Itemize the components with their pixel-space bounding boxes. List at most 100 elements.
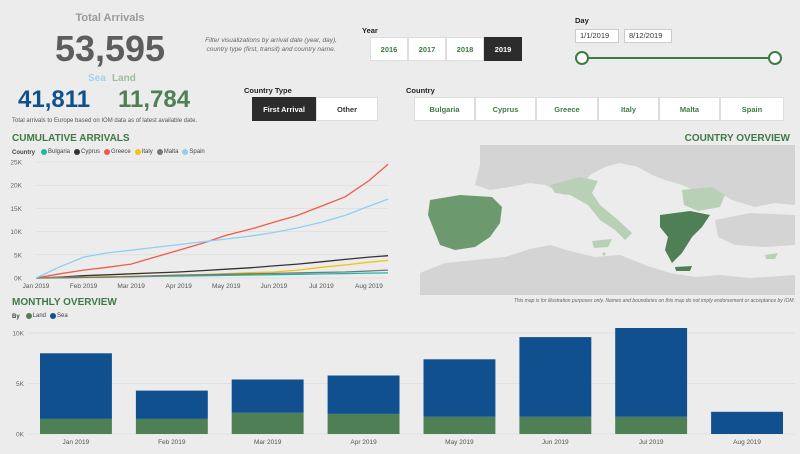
monthly-x-tick: Jan 2019	[63, 439, 90, 446]
cumulative-chart-title: CUMULATIVE ARRIVALS	[12, 133, 130, 144]
monthly-x-tick: Jun 2019	[542, 439, 569, 446]
monthly-x-tick: May 2019	[445, 439, 474, 446]
country-button-italy[interactable]: Italy	[598, 97, 659, 121]
total-arrivals-value: 53,595	[54, 28, 166, 69]
year-button-2019[interactable]: 2019	[484, 37, 522, 61]
monthly-x-tick: Mar 2019	[254, 439, 282, 446]
land-arrivals-value: 11,784	[118, 86, 191, 113]
map-country-bulgaria[interactable]	[682, 187, 725, 211]
country-button-cyprus[interactable]: Cyprus	[475, 97, 536, 121]
monthly-bar-sea[interactable]	[423, 359, 496, 417]
monthly-legend: By Land Sea	[12, 313, 72, 321]
cumulative-legend-italy[interactable]: Italy	[134, 149, 153, 155]
monthly-bar-land[interactable]	[231, 412, 304, 434]
country-button-malta[interactable]: Malta	[659, 97, 720, 121]
cumulative-legend-malta[interactable]: Malta	[156, 149, 179, 155]
cumulative-line-greece[interactable]	[35, 163, 389, 279]
monthly-y-tick: 0K	[16, 432, 25, 439]
day-label: Day	[575, 16, 589, 25]
cumulative-y-tick: 5K	[14, 252, 23, 259]
monthly-x-tick: Jul 2019	[639, 439, 664, 446]
country-button-spain[interactable]: Spain	[720, 97, 784, 121]
sea-arrivals-value: 41,811	[18, 86, 91, 113]
country-overview-map[interactable]	[420, 145, 795, 295]
end-date-input[interactable]: 8/12/2019	[624, 29, 672, 43]
year-button-2018[interactable]: 2018	[446, 37, 484, 61]
country-type-first-arrival-button[interactable]: First Arrival	[252, 97, 316, 121]
map-country-greece[interactable]	[660, 211, 710, 263]
cumulative-legend-swatch	[74, 149, 81, 155]
cumulative-line-cyprus[interactable]	[35, 255, 389, 279]
cumulative-x-tick: Apr 2019	[166, 283, 193, 290]
monthly-bar-sea[interactable]	[135, 390, 208, 419]
cumulative-x-tick: Aug 2019	[355, 283, 383, 290]
sea-label: Sea	[88, 73, 106, 84]
monthly-bar-sea[interactable]	[327, 375, 400, 414]
cumulative-legend-swatch	[104, 149, 111, 155]
cumulative-line-malta[interactable]	[35, 269, 389, 279]
monthly-legend-text: Sea	[57, 313, 68, 319]
monthly-bar-sea[interactable]	[231, 379, 304, 413]
cumulative-legend-bulgaria[interactable]: Bulgaria	[41, 149, 70, 155]
map-country-italy[interactable]	[550, 177, 632, 240]
monthly-chart-title: MONTHLY OVERVIEW	[12, 297, 117, 308]
map-land-turkey	[715, 213, 795, 247]
map-country-italy-sicily	[592, 239, 612, 248]
country-button-greece[interactable]: Greece	[536, 97, 598, 121]
cumulative-line-spain[interactable]	[35, 198, 389, 279]
year-button-2016[interactable]: 2016	[370, 37, 408, 61]
country-overview-title: COUNTRY OVERVIEW	[684, 133, 790, 144]
cumulative-x-tick: Jun 2019	[260, 283, 287, 290]
monthly-bar-land[interactable]	[327, 413, 400, 434]
cumulative-legend-text: Malta	[163, 149, 179, 155]
cumulative-x-tick: May 2019	[212, 283, 241, 290]
map-disclaimer: This map is for illustration purposes on…	[513, 298, 795, 304]
monthly-legend-sea[interactable]: Sea	[50, 313, 68, 319]
cumulative-x-tick: Jul 2019	[309, 283, 334, 290]
cumulative-legend-swatch	[156, 149, 163, 155]
cumulative-legend: Country Bulgaria Cyprus Greece Italy Malta Sp…	[12, 149, 209, 157]
map-country-spain[interactable]	[428, 195, 502, 250]
cumulative-y-tick: 25K	[10, 160, 22, 167]
monthly-legend-swatch	[50, 313, 57, 319]
monthly-bar-land[interactable]	[519, 416, 592, 434]
start-date-input[interactable]: 1/1/2019	[575, 29, 619, 43]
monthly-overview-chart: 0K 5K 10K Jan 2019 Feb 2019 Mar 2019 Apr 2019 M…	[12, 328, 795, 446]
monthly-bar-land[interactable]	[135, 418, 208, 434]
map-country-greece-crete	[675, 266, 692, 271]
map-country-cyprus[interactable]	[765, 253, 778, 259]
monthly-bar-sea[interactable]	[40, 353, 112, 419]
cumulative-legend-swatch	[182, 149, 189, 155]
cumulative-legend-greece[interactable]: Greece	[104, 149, 131, 155]
country-label: Country	[406, 86, 435, 95]
monthly-bar-land[interactable]	[40, 418, 112, 434]
cumulative-legend-spain[interactable]: Spain	[182, 149, 205, 155]
monthly-bar-land[interactable]	[423, 416, 496, 434]
day-range-end-handle[interactable]	[768, 51, 782, 65]
monthly-y-tick: 5K	[16, 381, 25, 388]
cumulative-arrivals-chart: 0K 5K 10K 15K 20K 25K Jan 2019 Feb 2019 Mar 2019…	[10, 160, 389, 290]
total-arrivals-title: Total Arrivals	[75, 12, 145, 24]
day-range-track[interactable]	[582, 57, 775, 59]
monthly-bar-land[interactable]	[615, 416, 688, 434]
country-button-bulgaria[interactable]: Bulgaria	[414, 97, 475, 121]
country-type-other-button[interactable]: Other	[316, 97, 378, 121]
cumulative-legend-cyprus[interactable]: Cyprus	[74, 149, 100, 155]
cumulative-x-tick: Mar 2019	[117, 283, 145, 290]
monthly-legend-land[interactable]: Land	[25, 313, 47, 319]
country-type-label: Country Type	[244, 86, 292, 95]
monthly-x-tick: Aug 2019	[733, 439, 761, 446]
monthly-legend-text: Land	[32, 313, 47, 319]
cumulative-legend-text: Italy	[141, 149, 153, 155]
map-country-malta[interactable]	[602, 252, 606, 256]
year-button-2017[interactable]: 2017	[408, 37, 446, 61]
cumulative-legend-text: Bulgaria	[48, 149, 71, 155]
cumulative-y-tick: 15K	[10, 206, 22, 213]
filter-note: Filter visualizations by arrival date (y…	[205, 37, 337, 53]
year-label: Year	[362, 26, 378, 35]
day-range-start-handle[interactable]	[575, 51, 589, 65]
monthly-bar-sea[interactable]	[615, 328, 688, 417]
monthly-bar-sea[interactable]	[519, 337, 592, 417]
monthly-bar-sea[interactable]	[711, 411, 783, 434]
cumulative-legend-swatch	[41, 149, 47, 155]
